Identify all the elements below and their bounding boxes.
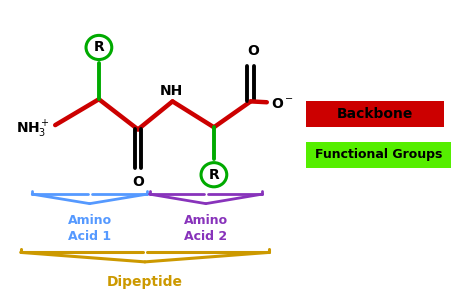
Text: Amino
Acid 1: Amino Acid 1 [67,214,112,243]
Text: O$^-$: O$^-$ [271,98,294,111]
Text: R: R [208,168,219,182]
Text: Amino
Acid 2: Amino Acid 2 [184,214,227,243]
Text: Functional Groups: Functional Groups [314,148,441,161]
FancyBboxPatch shape [305,101,443,127]
Text: NH$_3^+$: NH$_3^+$ [16,119,50,140]
FancyBboxPatch shape [305,142,450,168]
Text: Dipeptide: Dipeptide [106,275,183,289]
Text: NH: NH [159,84,182,98]
Text: R: R [93,40,104,54]
Text: O: O [132,175,144,189]
Text: Backbone: Backbone [336,107,412,121]
Text: O: O [246,44,258,58]
